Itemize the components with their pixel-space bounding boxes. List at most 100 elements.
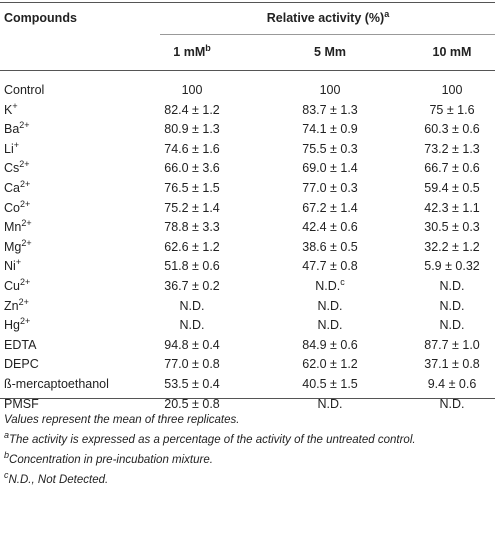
table-cell: 42.3 ± 1.1 bbox=[424, 200, 480, 216]
table-cell-text: 74.1 ± 0.9 bbox=[302, 122, 358, 137]
table-cell-text: 73.2 ± 1.3 bbox=[424, 141, 480, 156]
table-cell-text: 42.4 ± 0.6 bbox=[302, 220, 358, 235]
table-cell-text: 83.7 ± 1.3 bbox=[302, 102, 358, 117]
footnote-sup: b bbox=[4, 450, 10, 460]
table-cell: 75.5 ± 0.3 bbox=[302, 141, 358, 157]
table-cell-text: 9.4 ± 0.6 bbox=[427, 377, 477, 391]
group-rule bbox=[160, 34, 495, 35]
table-cell-text: 69.0 ± 1.4 bbox=[302, 161, 358, 176]
table-cell-text: 75 ± 1.6 bbox=[429, 102, 475, 117]
table-cell-text: 77.0 ± 0.3 bbox=[302, 181, 358, 195]
table-cell-text: 62.6 ± 1.2 bbox=[164, 239, 220, 254]
compound-name: Ca2+ bbox=[4, 180, 30, 196]
table-cell-text: 47.7 ± 0.8 bbox=[302, 259, 358, 274]
compound-name-text: EDTA bbox=[4, 337, 37, 352]
table-cell: 62.6 ± 1.2 bbox=[164, 239, 220, 255]
compound-name: ß-mercaptoethanol bbox=[4, 376, 109, 392]
table-cell-text: 76.5 ± 1.5 bbox=[164, 181, 220, 195]
table-cell-text: 78.8 ± 3.3 bbox=[164, 220, 220, 235]
table-cell: 37.1 ± 0.8 bbox=[424, 356, 480, 372]
table-cell-text: N.D. bbox=[317, 396, 343, 411]
table-cell-text: 20.5 ± 0.8 bbox=[164, 396, 220, 411]
compound-name-text: ß-mercaptoethanol bbox=[4, 377, 109, 391]
compound-name: Cs2+ bbox=[4, 160, 30, 176]
compound-name-sup: 2+ bbox=[21, 237, 32, 248]
table-cell: 20.5 ± 0.8 bbox=[164, 396, 220, 412]
table-cell: 100 bbox=[442, 82, 463, 98]
footnote-text: Values represent the mean of three repli… bbox=[4, 414, 240, 426]
compound-name: Hg2+ bbox=[4, 317, 30, 333]
compound-name: Zn2+ bbox=[4, 297, 29, 314]
table-cell-text: 75.5 ± 0.3 bbox=[302, 141, 358, 156]
table-cell: 51.8 ± 0.6 bbox=[164, 258, 220, 274]
table-cell-text: 66.7 ± 0.6 bbox=[424, 161, 480, 176]
table-cell: 69.0 ± 1.4 bbox=[302, 160, 358, 176]
table-cell-text: 80.9 ± 1.3 bbox=[164, 122, 220, 137]
footnote-text: The activity is expressed as a percentag… bbox=[9, 434, 416, 446]
footnote-sup: a bbox=[4, 430, 10, 440]
compound-name-sup: 2+ bbox=[19, 316, 31, 327]
column-header-sup: b bbox=[205, 43, 211, 53]
table-cell: N.D. bbox=[180, 298, 205, 314]
compound-name: Control bbox=[4, 82, 44, 98]
compound-name-sup: 2+ bbox=[19, 159, 30, 170]
table-cell-text: 75.2 ± 1.4 bbox=[164, 200, 220, 215]
table-cell: 74.1 ± 0.9 bbox=[302, 121, 358, 137]
compound-name-sup: 2+ bbox=[19, 179, 31, 189]
table-cell-text: 82.4 ± 1.2 bbox=[164, 102, 220, 117]
table-cell-text: N.D. bbox=[439, 298, 465, 313]
compound-name-text: K bbox=[4, 102, 13, 117]
table-cell: 84.9 ± 0.6 bbox=[302, 337, 358, 353]
compound-name-sup: 2+ bbox=[19, 277, 31, 287]
table-cell: 5.9 ± 0.32 bbox=[424, 258, 480, 274]
table-cell: 32.2 ± 1.2 bbox=[424, 239, 480, 255]
table-cell-text: 40.5 ± 1.5 bbox=[302, 377, 358, 391]
table-cell-text: N.D. bbox=[317, 318, 343, 333]
table-cell-text: N.D. bbox=[179, 318, 205, 333]
table-cell: 75 ± 1.6 bbox=[429, 102, 474, 118]
compound-name: DEPC bbox=[4, 356, 39, 372]
table-cell: N.D. bbox=[318, 298, 343, 314]
compound-name: Li+ bbox=[4, 140, 19, 157]
compound-name: Mg2+ bbox=[4, 237, 32, 255]
table-cell: 80.9 ± 1.3 bbox=[164, 121, 220, 137]
table-cell: 87.7 ± 1.0 bbox=[424, 337, 480, 353]
table-cell-text: 38.6 ± 0.5 bbox=[302, 239, 358, 254]
table-cell: 47.7 ± 0.8 bbox=[302, 258, 358, 274]
compound-name-text: PMSF bbox=[4, 396, 39, 411]
table-cell: 78.8 ± 3.3 bbox=[164, 219, 220, 235]
table-cell: 75.2 ± 1.4 bbox=[164, 200, 220, 216]
table-cell-text: 59.4 ± 0.5 bbox=[424, 181, 480, 195]
table-cell-text: 66.0 ± 3.6 bbox=[164, 161, 220, 176]
column-header: 5 Mm bbox=[314, 44, 346, 60]
compound-name-sup: 2+ bbox=[21, 218, 32, 229]
table-cell-text: 100 bbox=[181, 83, 203, 97]
compound-name: K+ bbox=[4, 101, 18, 118]
table-cell: 42.4 ± 0.6 bbox=[302, 219, 358, 235]
footnote: bConcentration in pre-incubation mixture… bbox=[4, 450, 213, 468]
table-cell-text: N.D. bbox=[315, 279, 341, 293]
table-cell: N.D. bbox=[440, 278, 465, 294]
header-group-text: Relative activity (%) bbox=[266, 11, 385, 25]
table-cell-text: N.D. bbox=[439, 318, 465, 333]
compound-name-text: Mg bbox=[4, 239, 22, 254]
table-cell-sup: c bbox=[340, 277, 345, 287]
table-cell-text: 37.1 ± 0.8 bbox=[424, 357, 480, 372]
table-cell: 66.0 ± 3.6 bbox=[164, 160, 220, 176]
compound-name: Ba2+ bbox=[4, 121, 30, 137]
table-cell: N.D.c bbox=[315, 278, 345, 294]
table-cell: 74.6 ± 1.6 bbox=[164, 141, 220, 157]
table-cell-text: 94.8 ± 0.4 bbox=[164, 337, 220, 352]
table-cell-text: 30.5 ± 0.3 bbox=[424, 220, 480, 235]
compound-name-text: Ca bbox=[4, 181, 20, 195]
compound-name-text: Cu bbox=[4, 279, 20, 293]
compound-name-text: Hg bbox=[4, 318, 20, 333]
header-group-sup: a bbox=[384, 9, 390, 19]
table-cell: 77.0 ± 0.3 bbox=[302, 180, 358, 196]
footnote: aThe activity is expressed as a percenta… bbox=[4, 430, 416, 448]
table-cell: 83.7 ± 1.3 bbox=[302, 102, 358, 118]
table-cell: N.D. bbox=[440, 298, 465, 314]
table-cell-text: 60.3 ± 0.6 bbox=[424, 122, 480, 137]
compound-name-sup: 2+ bbox=[19, 198, 31, 209]
table-cell-text: N.D. bbox=[439, 279, 465, 293]
